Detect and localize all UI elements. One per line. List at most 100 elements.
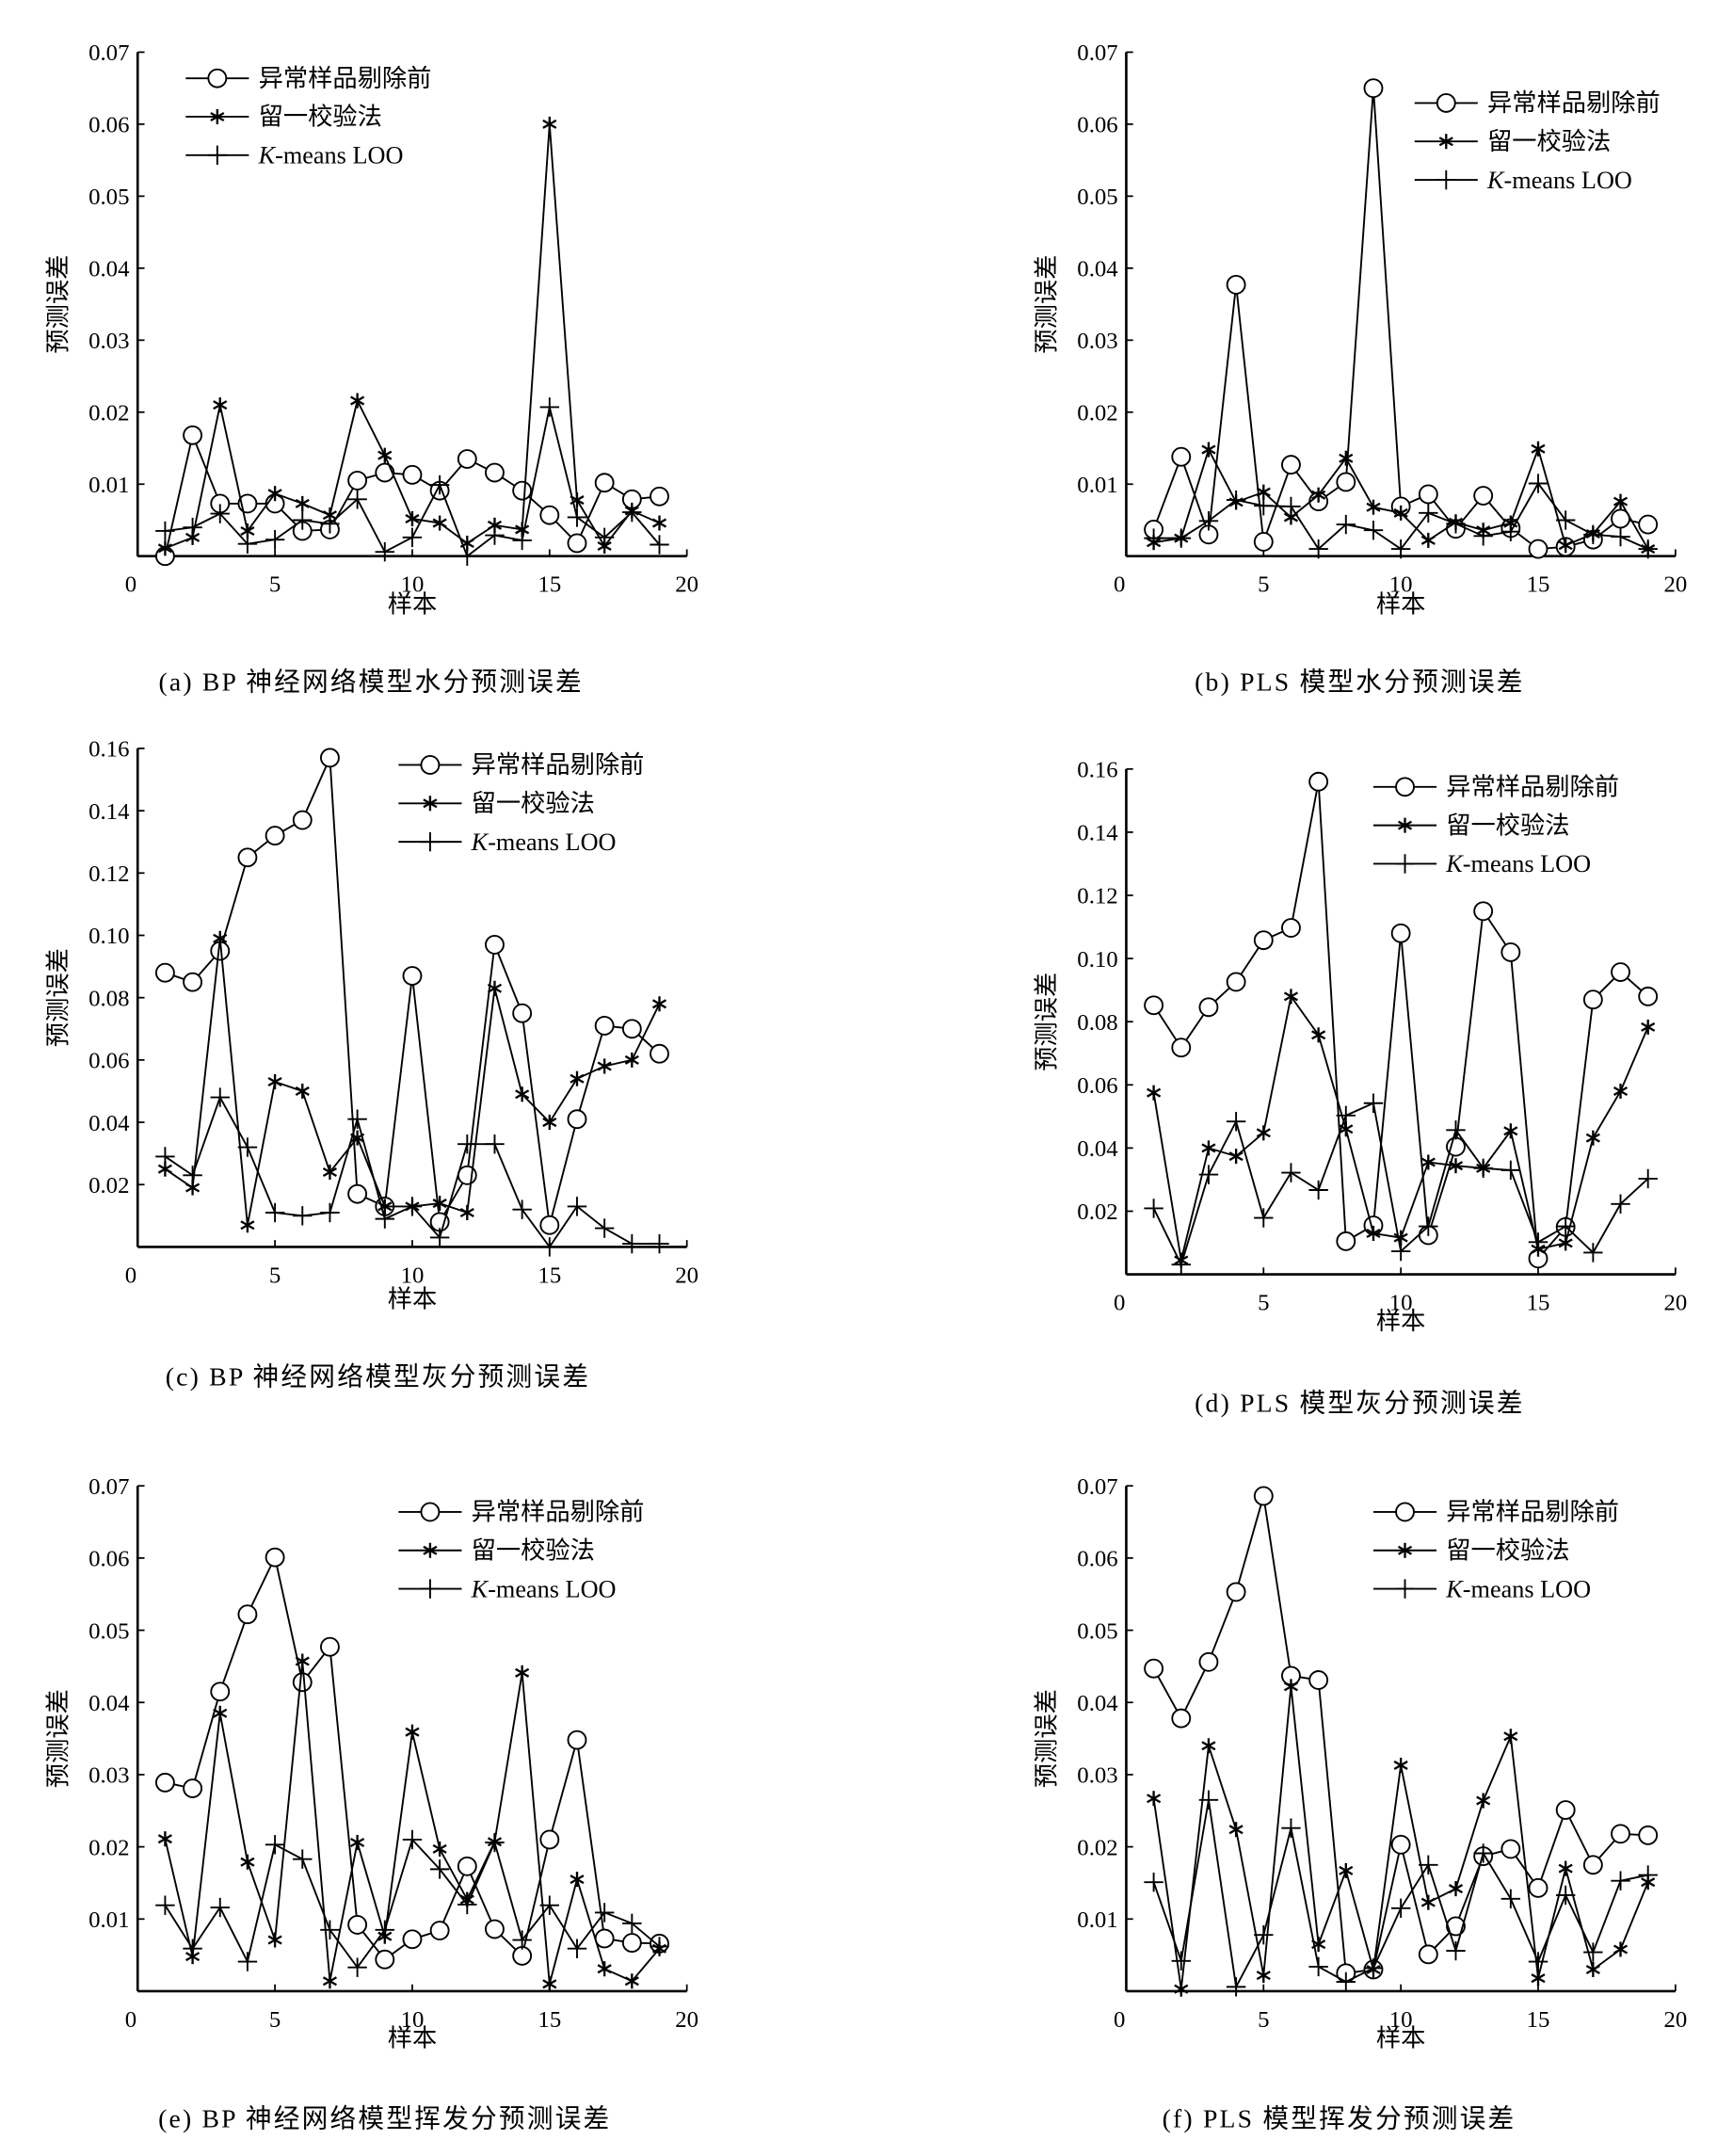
data-point xyxy=(265,529,285,550)
data-point xyxy=(210,1087,230,1107)
data-point xyxy=(320,748,340,768)
legend-label: 留一校验法 xyxy=(472,1537,595,1565)
legend-marker xyxy=(1397,817,1413,833)
data-point xyxy=(402,1197,423,1216)
series-asterisk xyxy=(1147,989,1656,1268)
y-tick-label: 0.04 xyxy=(88,1691,129,1716)
data-point xyxy=(1613,493,1629,509)
data-point xyxy=(154,1772,175,1793)
data-point xyxy=(539,1829,560,1850)
data-point xyxy=(183,1939,202,1958)
legend-label: 异常样品剔除前 xyxy=(1446,1499,1619,1526)
chart-panel-d: 0 5 10 15 20 0.02 0.04 0.06 0.08 0.10 0.12 0.14 0.16… xyxy=(1034,758,1688,1418)
x-axis-label: 样本 xyxy=(388,591,437,619)
data-point xyxy=(240,1217,255,1233)
legend-item: 留一校验法 xyxy=(185,104,382,131)
figure-caption: (c) BP 神经网络模型灰分预测误差 xyxy=(166,1362,590,1392)
data-point xyxy=(1583,524,1603,545)
data-point xyxy=(265,1547,285,1568)
legend-item: 异常样品剔除前 xyxy=(1372,1499,1619,1526)
data-point xyxy=(1308,1670,1329,1690)
data-point xyxy=(512,1945,533,1966)
data-point xyxy=(594,1903,615,1923)
data-point xyxy=(347,1109,367,1129)
data-point xyxy=(1638,514,1659,535)
y-tick-label: 0.02 xyxy=(1077,401,1117,426)
data-point xyxy=(1308,1956,1328,1977)
data-point xyxy=(1393,1757,1408,1773)
data-point xyxy=(457,449,477,469)
y-tick-label: 0.01 xyxy=(1077,473,1117,498)
x-tick-label: 10 xyxy=(1389,572,1413,598)
data-point xyxy=(1171,1038,1192,1058)
data-point xyxy=(265,826,285,846)
data-point xyxy=(485,525,505,545)
x-tick-label: 20 xyxy=(1663,572,1687,598)
data-point xyxy=(154,962,175,983)
y-tick-label: 0.06 xyxy=(1077,113,1117,138)
x-tick-label: 5 xyxy=(269,572,281,598)
y-tick-label: 0.16 xyxy=(1077,758,1117,783)
y-tick-label: 0.03 xyxy=(88,329,129,354)
y-axis-label: 预测误差 xyxy=(44,1689,72,1788)
data-point xyxy=(295,495,310,511)
legend-label: K-means LOO xyxy=(1445,1575,1591,1602)
data-point xyxy=(429,475,450,495)
data-point xyxy=(402,1829,423,1850)
data-point xyxy=(155,521,175,541)
series-circle xyxy=(1144,771,1659,1269)
y-tick-label: 0.06 xyxy=(1077,1073,1117,1099)
legend-item: 异常样品剔除前 xyxy=(398,751,644,779)
data-point xyxy=(1336,1231,1356,1251)
y-tick-label: 0.14 xyxy=(1077,821,1117,846)
data-point xyxy=(1390,923,1411,943)
data-point xyxy=(1613,1083,1629,1100)
legend-item: 留一校验法 xyxy=(1372,1537,1570,1565)
legend-item: K-means LOO xyxy=(398,829,617,856)
data-point xyxy=(322,1973,338,1989)
data-point xyxy=(457,546,477,566)
data-point xyxy=(1473,486,1494,506)
legend-label: K-means LOO xyxy=(471,1575,617,1602)
y-tick-label: 0.12 xyxy=(88,861,129,887)
chart-panel-e: 0 5 10 15 20 0.01 0.02 0.03 0.04 0.05 0.06 0.07 样本 预测… xyxy=(44,1474,698,2132)
data-point xyxy=(597,1961,612,1977)
data-point xyxy=(402,1929,423,1950)
legend-marker xyxy=(1436,92,1456,113)
y-axis-label: 预测误差 xyxy=(44,948,72,1047)
data-point xyxy=(1531,441,1546,457)
data-point xyxy=(622,1233,642,1254)
y-axis-label: 预测误差 xyxy=(1034,973,1061,1071)
legend-marker xyxy=(1395,777,1415,797)
data-point xyxy=(1226,972,1246,992)
legend-marker xyxy=(207,145,228,166)
data-point xyxy=(1420,1154,1436,1170)
x-axis-label: 样本 xyxy=(1376,2024,1426,2051)
figure-caption: (a) BP 神经网络模型水分预测误差 xyxy=(158,668,583,697)
data-point xyxy=(1228,1822,1244,1838)
data-point xyxy=(1418,1944,1438,1965)
data-point xyxy=(515,1665,530,1681)
y-tick-label: 0.02 xyxy=(88,1835,129,1860)
y-tick-label: 0.02 xyxy=(88,401,129,426)
data-point xyxy=(429,1228,450,1247)
x-tick-label: 15 xyxy=(538,1263,561,1288)
data-point xyxy=(485,934,505,955)
data-point xyxy=(567,1109,587,1130)
data-point xyxy=(457,1134,477,1154)
legend-label: 留一校验法 xyxy=(472,790,595,817)
data-point xyxy=(567,1197,587,1216)
y-tick-label: 0.08 xyxy=(88,986,129,1011)
data-point xyxy=(1366,499,1381,515)
data-point xyxy=(542,1976,557,1992)
data-point xyxy=(432,515,447,531)
y-tick-label: 0.03 xyxy=(1077,1763,1117,1789)
data-point xyxy=(1281,496,1301,517)
data-point xyxy=(347,471,368,491)
data-point xyxy=(1311,1027,1326,1043)
data-point xyxy=(210,1897,230,1918)
legend-label: K-means LOO xyxy=(471,829,617,856)
y-tick-label: 0.04 xyxy=(1077,1691,1117,1716)
data-point xyxy=(1638,539,1658,559)
data-point xyxy=(1201,1140,1216,1156)
